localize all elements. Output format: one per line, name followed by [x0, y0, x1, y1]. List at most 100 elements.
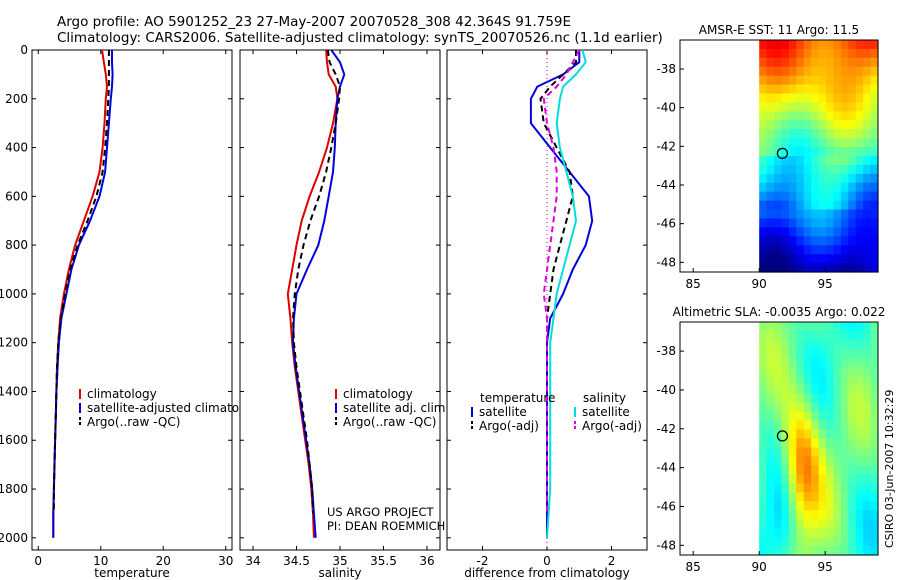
sla-map-cell [759, 510, 768, 520]
sst-map-cell [855, 147, 864, 157]
sla-map-cell [796, 339, 805, 350]
sla-map-cell [766, 492, 775, 502]
sst-map-cell [840, 191, 849, 202]
sla-map-cell [811, 456, 820, 466]
sla-map-cell [796, 474, 805, 484]
sst-map-cell [818, 84, 827, 95]
sst-map-cell [818, 111, 827, 121]
sst-map-cell [781, 48, 790, 59]
sla-map-cell [759, 357, 768, 368]
sst-map-cell [774, 129, 783, 139]
sla-map-cell [855, 447, 864, 458]
sla-map-cell [818, 483, 827, 493]
sst-map-cell [840, 164, 849, 175]
temperature-ytick-label: 1600 [0, 433, 28, 447]
sla-map-cell [811, 537, 820, 547]
sla-map-cell [855, 393, 864, 404]
header-line2: Climatology: CARS2006. Satellite-adjuste… [57, 30, 663, 46]
sst-map-cell [833, 75, 842, 86]
sst-map-cell [840, 40, 849, 50]
sla-map-cell [848, 322, 857, 332]
sla-map-cell [818, 375, 827, 386]
sla-map-cell [803, 474, 812, 484]
sla-map-cell [766, 411, 775, 422]
sst-map-cell [833, 236, 842, 246]
sst-map-cell [811, 209, 820, 220]
sst-map-cell [818, 254, 827, 264]
sst-map-cell [759, 57, 768, 68]
sla-map-cell [855, 322, 864, 332]
sst-map-cell [766, 227, 775, 237]
sla-map-cell [863, 537, 872, 547]
sst-map-cell [774, 200, 783, 211]
sst-map-cell [759, 75, 768, 86]
sst-map-cell [803, 173, 812, 184]
sla-map-cell [833, 447, 842, 458]
sst-map-ytick-label: -38 [656, 62, 676, 76]
sla-map-cell [774, 465, 783, 475]
temperature-ytick-label: 600 [5, 189, 28, 203]
sst-map-ytick-label: -42 [656, 139, 676, 153]
sla-map-cell [855, 510, 864, 520]
sst-map-cell [863, 182, 872, 193]
sst-map-cell [848, 200, 857, 211]
sst-map-cell [870, 164, 879, 175]
sst-map-cell [848, 84, 857, 95]
sla-map-cell [826, 501, 835, 511]
sla-map-cell [863, 429, 872, 440]
sst-map-cell [870, 57, 879, 68]
sst-map-cell [803, 209, 812, 220]
sst-map-cell [788, 227, 797, 237]
sla-map-cell [803, 492, 812, 502]
sla-map-cell [759, 537, 768, 547]
sst-map-cell [863, 200, 872, 211]
sst-map-cell [840, 84, 849, 95]
sla-map-cell [803, 528, 812, 538]
sla-map-cell [870, 339, 879, 350]
sst-map-cell [781, 57, 790, 68]
sst-map-cell [774, 245, 783, 255]
sla-map-xtick-label: 85 [686, 560, 701, 574]
sla-map-cell [796, 456, 805, 466]
sla-map-cell [788, 330, 797, 341]
sla-map-cell [840, 528, 849, 538]
sst-map-cell [788, 40, 797, 50]
sst-map-cell [781, 120, 790, 130]
sst-map-cell [781, 147, 790, 157]
footer-stamp: CSIRO 03-Jun-2007 10:32:29 [883, 390, 896, 548]
sla-map-cell [796, 384, 805, 395]
sla-map-cell [826, 546, 835, 556]
sst-map-cell [811, 129, 820, 139]
sst-map-ytick-label: -48 [656, 255, 676, 269]
sst-map-cell [811, 102, 820, 112]
sst-map-cell [840, 48, 849, 59]
sst-map-cell [788, 209, 797, 220]
sst-map-cell [759, 129, 768, 139]
sla-map-cell [848, 375, 857, 386]
sla-map-cell [766, 519, 775, 529]
sst-map-cell [759, 164, 768, 175]
sst-map-cell [833, 111, 842, 121]
sla-map-cell [781, 366, 790, 377]
sla-map-cell [788, 537, 797, 547]
sst-map-cell [848, 191, 857, 202]
sla-map-cell [781, 537, 790, 547]
sla-map-cell [759, 501, 768, 511]
sst-map-cell [788, 57, 797, 68]
sla-map-cell [774, 330, 783, 341]
sst-map-cell [781, 66, 790, 77]
sla-map-cell [848, 456, 857, 466]
sla-map-cell [826, 348, 835, 359]
sst-map-cell [833, 84, 842, 95]
sla-map-cell [848, 402, 857, 413]
sla-map-ytick-label: -38 [656, 344, 676, 358]
sla-map-cell [848, 411, 857, 422]
salinity-legend-label: climatology [343, 387, 413, 401]
sst-map-cell [840, 75, 849, 86]
sst-map-cell [833, 102, 842, 112]
sla-map-cell [818, 492, 827, 502]
sla-map-cell [826, 465, 835, 475]
sla-map-cell [811, 465, 820, 475]
sla-map-cell [848, 483, 857, 493]
sla-map-cell [848, 429, 857, 440]
